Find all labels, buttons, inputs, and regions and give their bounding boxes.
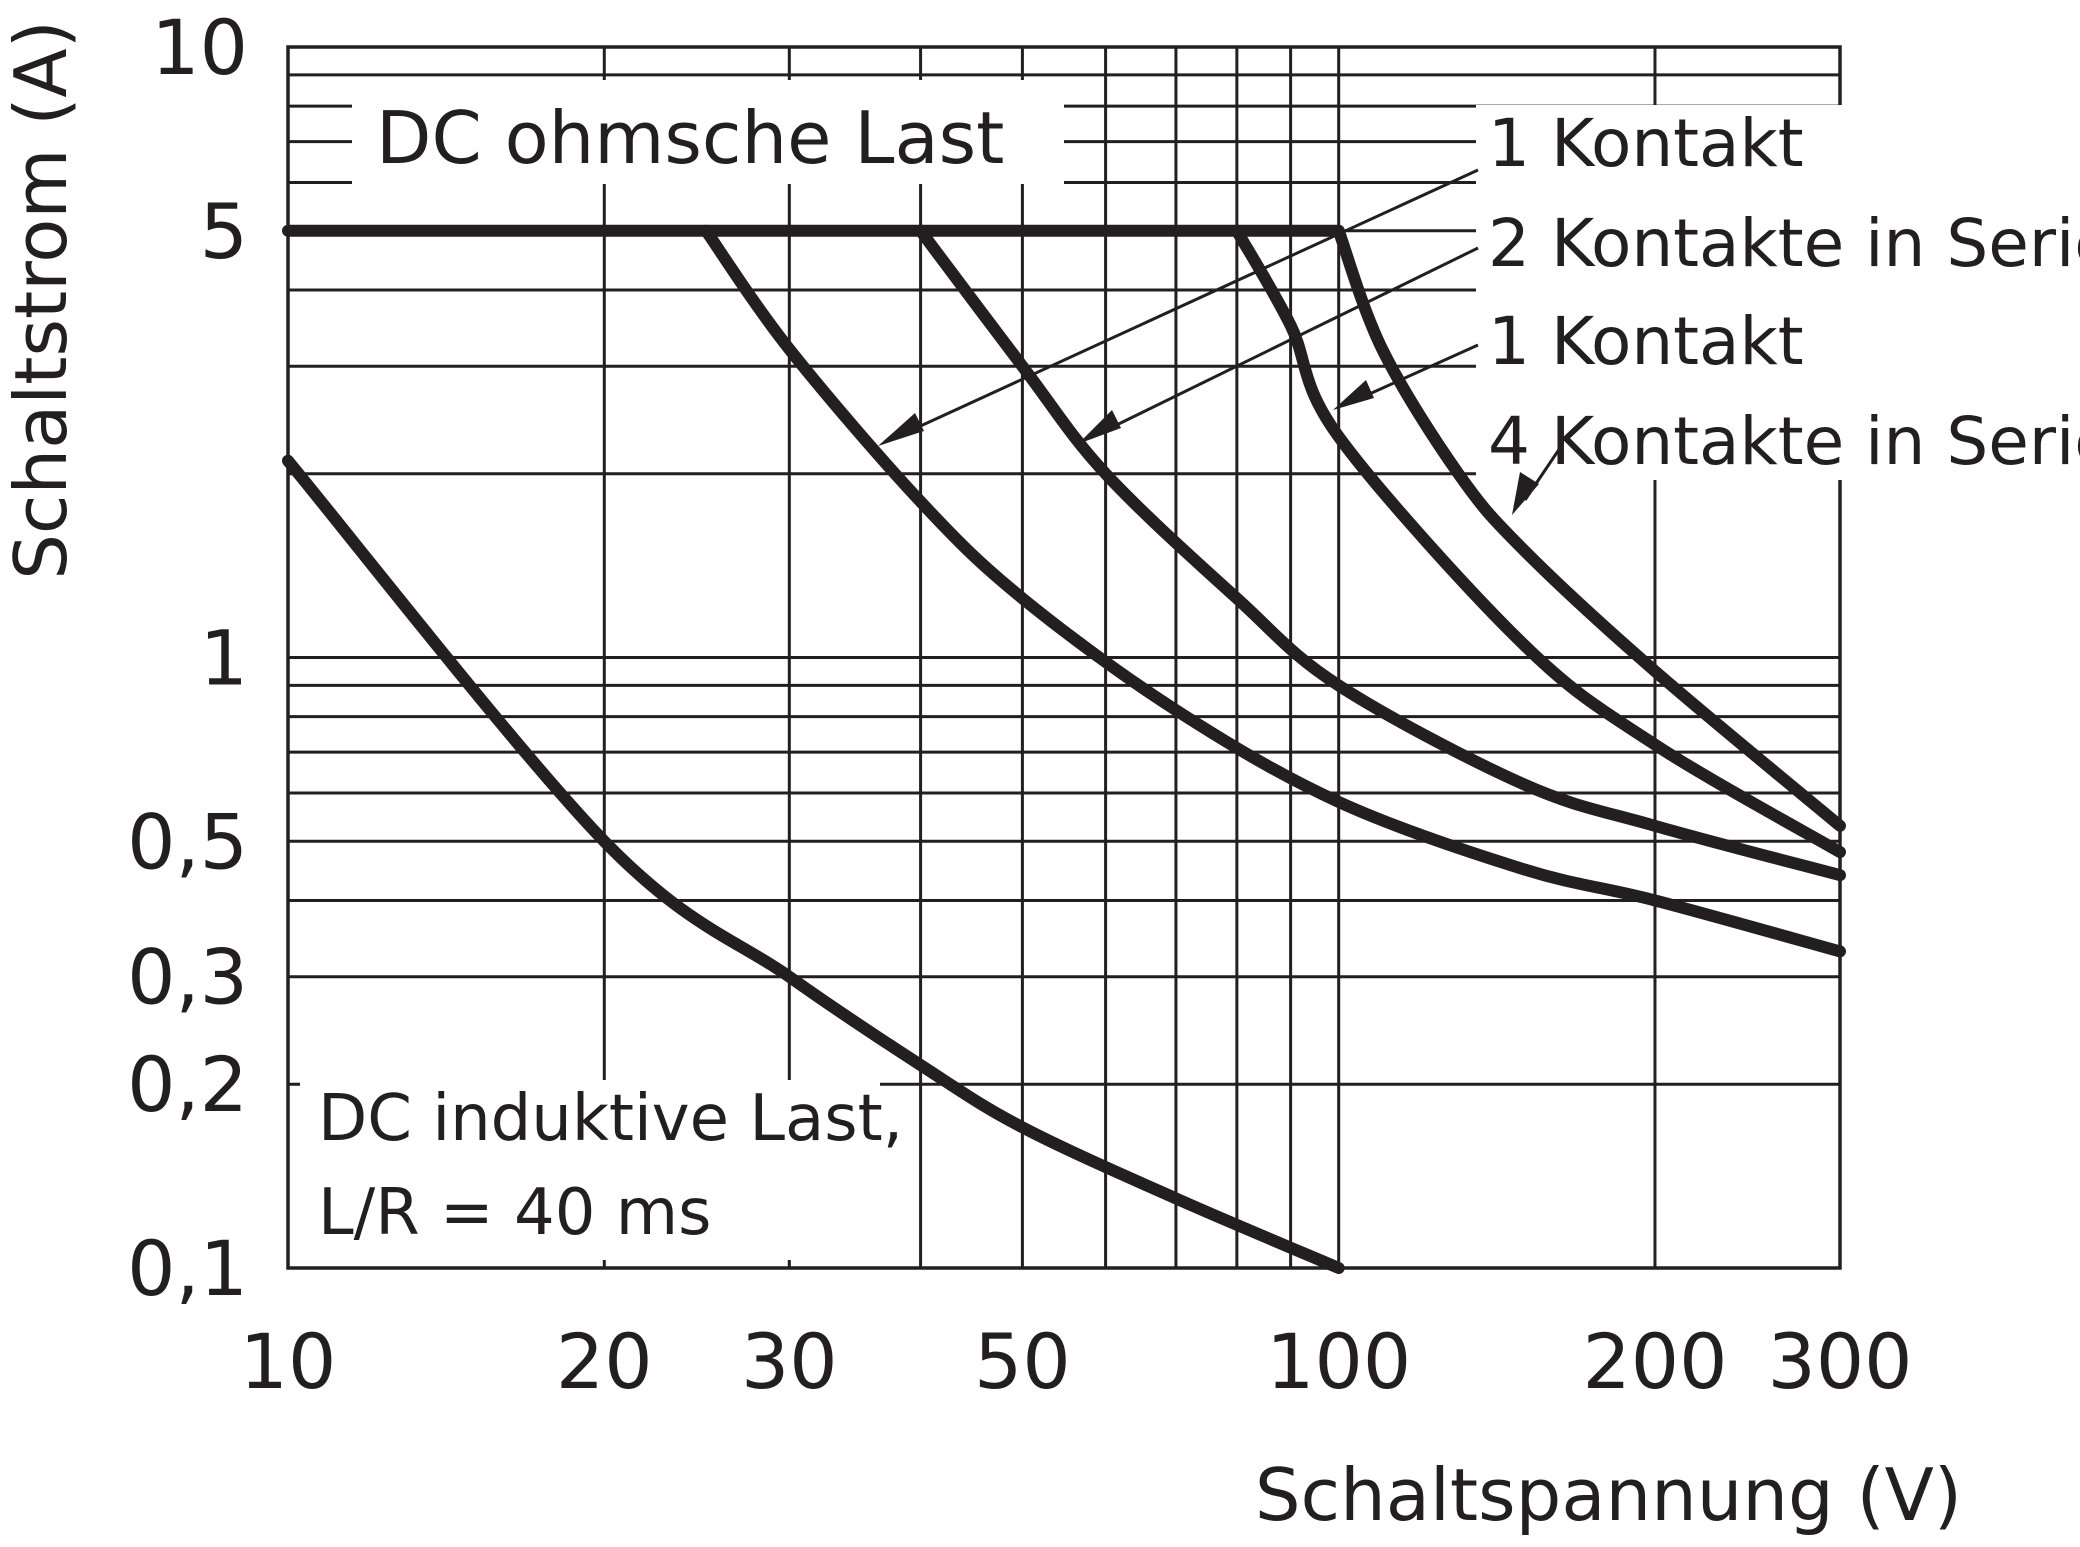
legend-1-kontakt: 1 Kontakt: [1488, 105, 1804, 182]
series-line-1: [700, 224, 1846, 958]
arrow-4-kontakte-head: [1512, 472, 1539, 515]
y-tick-label: 10: [151, 3, 248, 92]
legend: 1 Kontakt 2 Kontakte in Serie 1 Kontakt …: [1488, 105, 2080, 480]
legend-arrows: [878, 168, 1564, 515]
x-axis-title: Schaltspannung (V): [1255, 1453, 1962, 1537]
x-tick-label: 300: [1767, 1317, 1912, 1406]
x-tick-label: 50: [974, 1317, 1071, 1406]
legend-2-kontakte: 2 Kontakte in Serie: [1488, 205, 2080, 282]
y-tick-label: 0,3: [127, 933, 248, 1022]
y-tick-label: 1: [200, 614, 248, 703]
extra-curve-0: [1332, 224, 1846, 832]
y-axis-title: Schaltstrom (A): [0, 20, 83, 580]
arrow-1-kontakt-line: [889, 168, 1479, 442]
series-line-3: [282, 454, 1345, 1274]
tick-labels: 10 20 30 50 100 200 300 10 5 1 0,5 0,3 0,2 0,1: [127, 3, 1912, 1406]
y-tick-label: 0,5: [127, 797, 248, 886]
y-tick-label: 5: [200, 187, 248, 276]
x-tick-label: 10: [240, 1317, 337, 1406]
ohmic-label-bg: [352, 80, 1064, 184]
inductive-label-bg: [300, 1080, 880, 1260]
curves: [282, 224, 1846, 1274]
arrow-3-kontakte-head: [1333, 380, 1374, 410]
arrow-1-kontakt-head: [878, 413, 924, 446]
x-tick-label: 100: [1266, 1317, 1411, 1406]
series-line-2: [914, 224, 1846, 882]
legend-3-kontakte: 1 Kontakt: [1488, 303, 1804, 380]
x-tick-label: 200: [1582, 1317, 1727, 1406]
plot-frame: [286, 45, 1842, 1270]
ohmic-load-label: DC ohmsche Last: [376, 96, 1004, 180]
arrow-2-kontakte-line: [1089, 246, 1479, 440]
inductive-load-label-line2: L/R = 40 ms: [318, 1176, 711, 1250]
legend-4-kontakte: 4 Kontakte in Serie: [1488, 403, 2080, 480]
y-tick-label: 0,2: [127, 1040, 248, 1129]
x-tick-label: 30: [741, 1317, 838, 1406]
series-line-4: [1230, 224, 1846, 859]
arrow-2-kontakte-head: [1078, 410, 1121, 444]
x-tick-label: 20: [556, 1317, 653, 1406]
inductive-load-label-line1: DC induktive Last,: [318, 1082, 903, 1156]
y-tick-label: 0,1: [127, 1224, 248, 1313]
legend-bg: [1476, 105, 2076, 480]
